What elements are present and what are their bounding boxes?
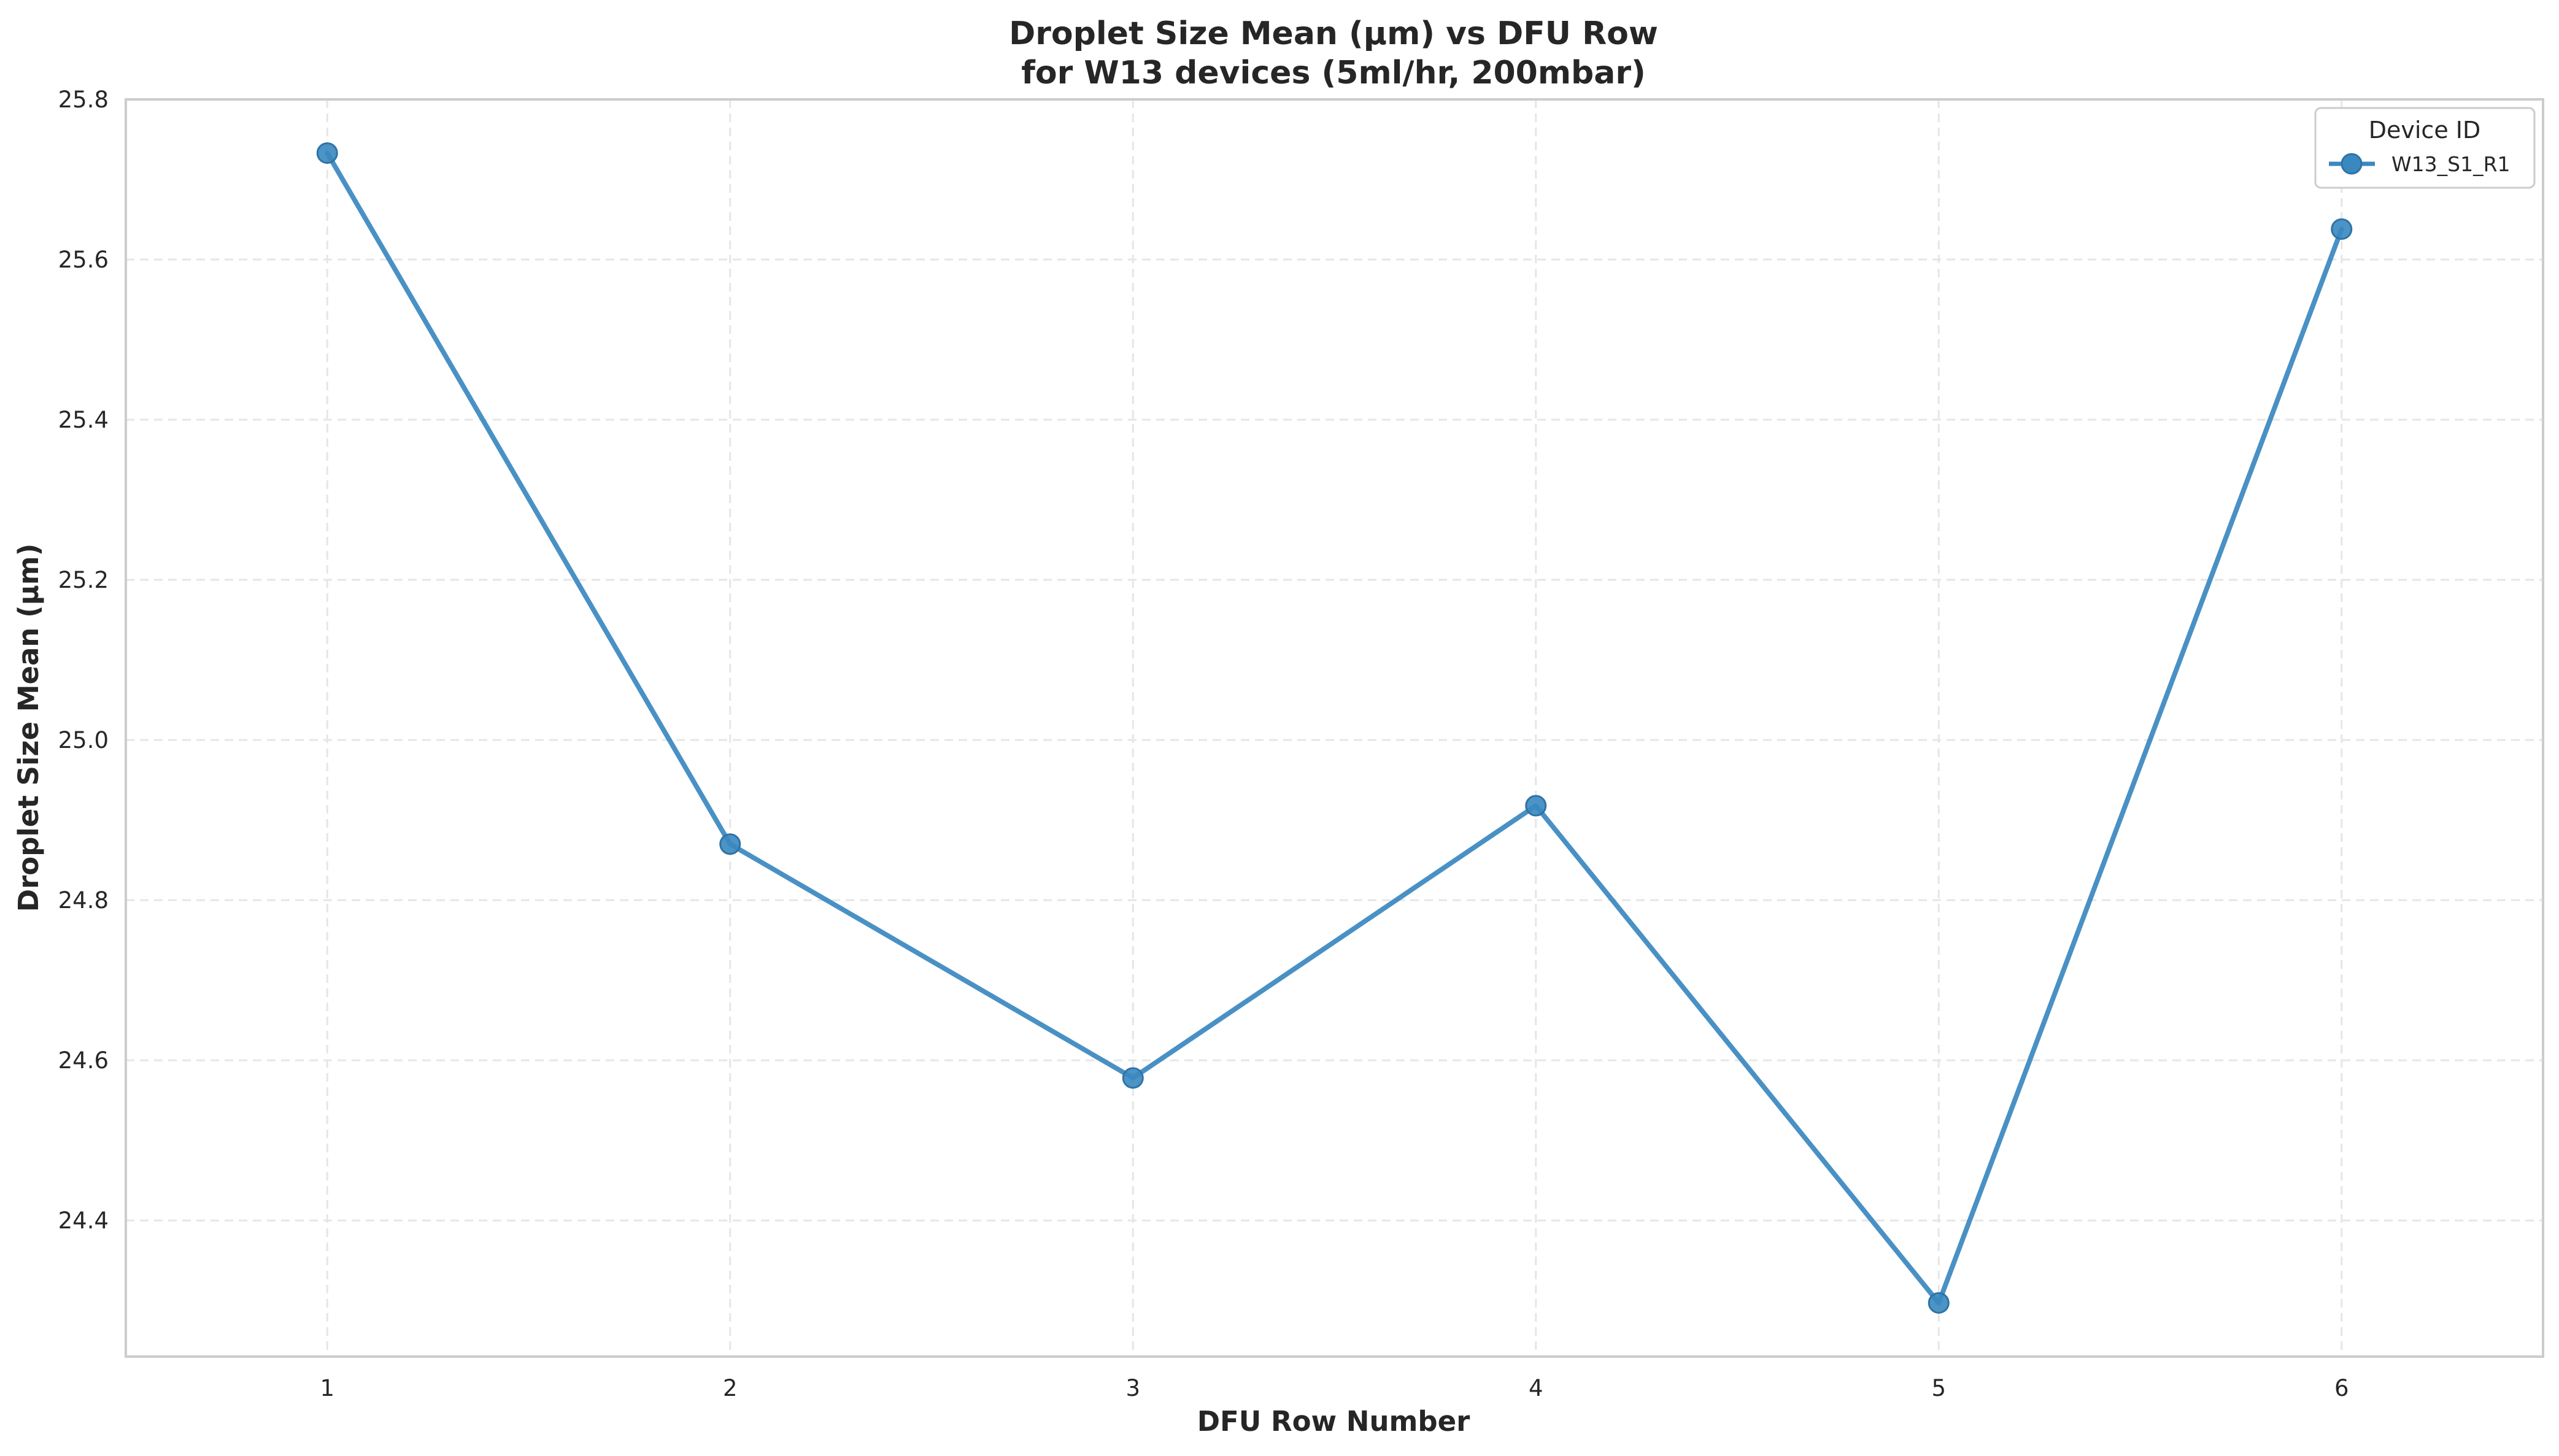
- x-axis-label: DFU Row Number: [1197, 1405, 1470, 1438]
- x-tick-label: 3: [1125, 1375, 1140, 1401]
- data-point: [1928, 1292, 1950, 1314]
- y-axis-ticks: 24.4 24.6 24.8 25.0 25.2 25.4 25.6 25.8: [58, 87, 109, 1234]
- legend-marker-swatch: [2341, 153, 2363, 175]
- series-layer: [316, 142, 2353, 1314]
- x-tick-label: 6: [2334, 1375, 2349, 1401]
- y-tick-label: 24.8: [58, 887, 109, 914]
- y-tick-label: 25.8: [58, 87, 109, 113]
- y-tick-label: 25.6: [58, 247, 109, 273]
- y-tick-label: 24.4: [58, 1208, 109, 1234]
- legend: Device ID W13_S1_R1: [2314, 107, 2536, 189]
- series-line: [325, 150, 2344, 1306]
- data-point: [1525, 795, 1547, 817]
- y-tick-label: 24.6: [58, 1047, 109, 1074]
- y-axis-label: Droplet Size Mean (µm): [12, 544, 45, 912]
- legend-box: [2314, 107, 2536, 189]
- x-tick-label: 4: [1529, 1375, 1543, 1401]
- x-tick-label: 1: [320, 1375, 334, 1401]
- data-point: [316, 142, 338, 164]
- y-tick-label: 25.2: [58, 567, 109, 593]
- x-tick-label: 5: [1931, 1375, 1946, 1401]
- data-point: [2331, 218, 2353, 240]
- y-tick-label: 25.4: [58, 407, 109, 433]
- x-axis-ticks: 1 2 3 4 5 6: [320, 1375, 2349, 1401]
- legend-item-label: W13_S1_R1: [2391, 152, 2511, 176]
- y-tick-label: 25.0: [58, 727, 109, 753]
- x-tick-label: 2: [723, 1375, 738, 1401]
- chart-title-line-2: for W13 devices (5ml/hr, 200mbar): [1021, 55, 1646, 91]
- chart-title-line-1: Droplet Size Mean (µm) vs DFU Row: [1009, 15, 1658, 52]
- legend-title: Device ID: [2369, 117, 2481, 144]
- plot-frame: [125, 98, 2544, 1358]
- data-point: [1122, 1067, 1144, 1089]
- data-point: [719, 833, 741, 855]
- grid: [126, 98, 2543, 1357]
